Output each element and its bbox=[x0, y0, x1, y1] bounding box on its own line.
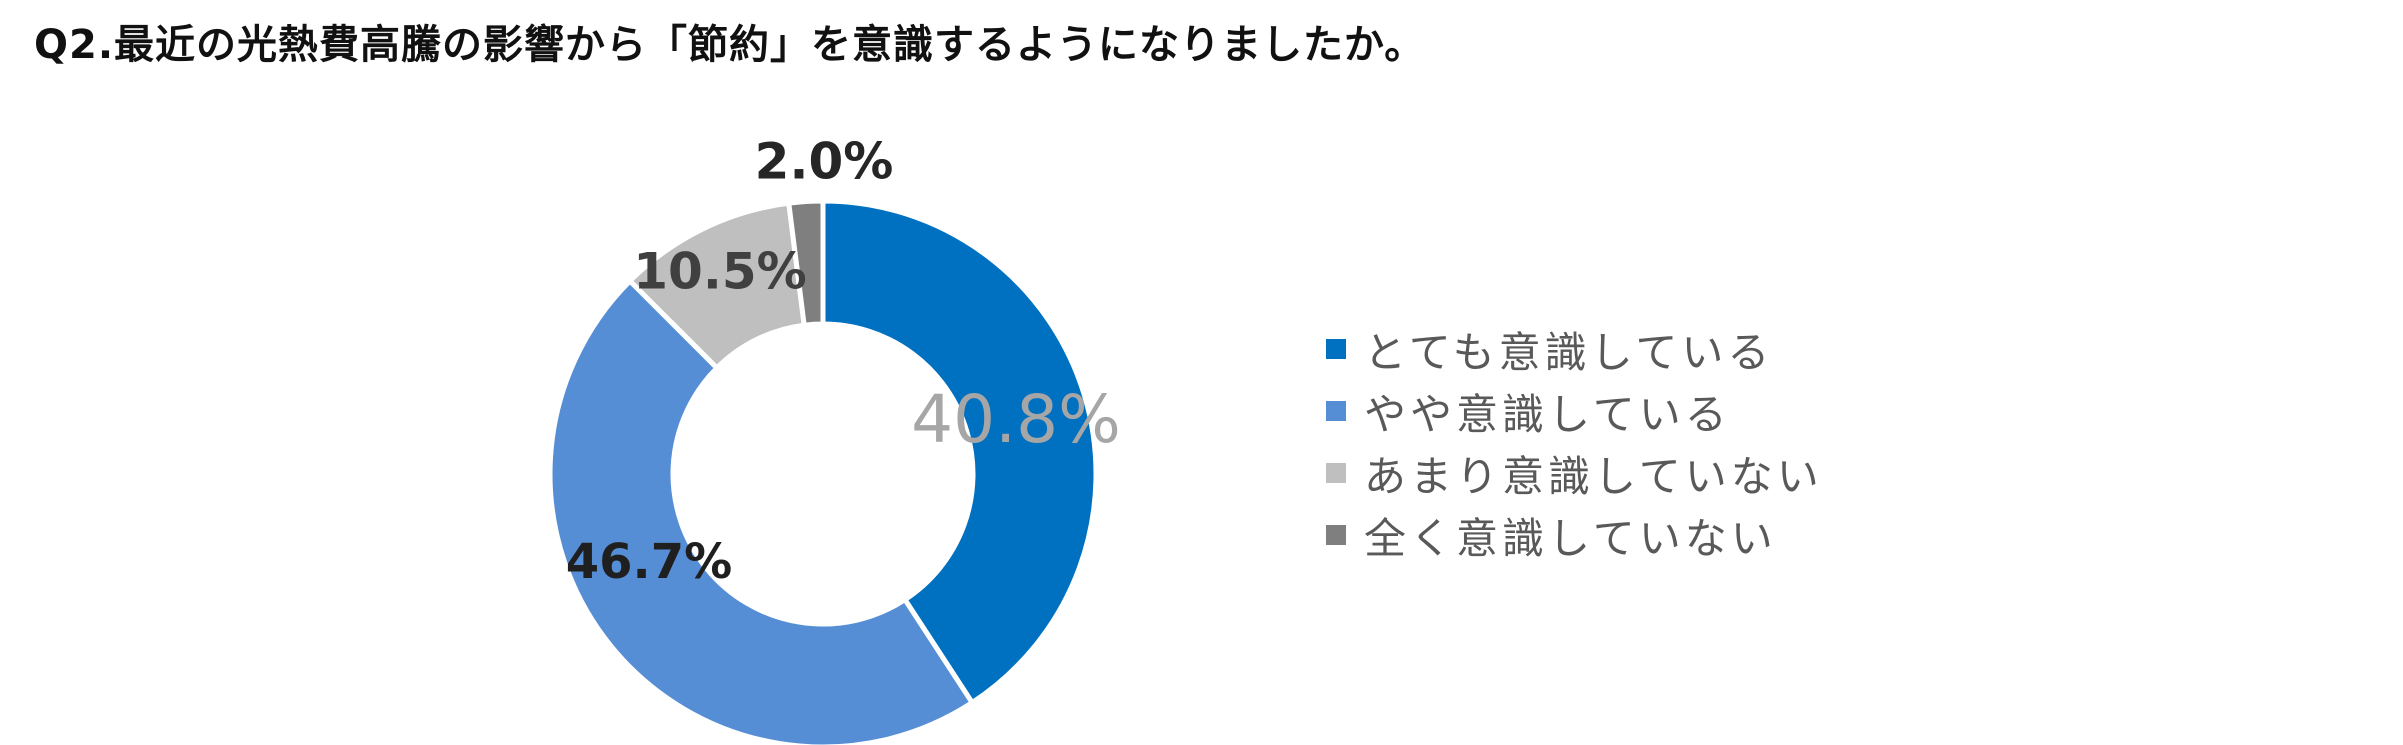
legend-item-2: やや意識している bbox=[1326, 380, 1823, 442]
data-label-1: 40.8% bbox=[911, 381, 1121, 458]
chart-legend: とても意識している やや意識している あまり意識していない 全く意識していない bbox=[1326, 318, 1823, 566]
legend-swatch-4 bbox=[1326, 525, 1346, 545]
data-label-3: 10.5% bbox=[633, 243, 806, 301]
legend-label-2: やや意識している bbox=[1364, 389, 1731, 439]
legend-item-1: とても意識している bbox=[1326, 318, 1823, 380]
legend-item-3: あまり意識していない bbox=[1326, 442, 1823, 504]
donut-slices bbox=[547, 198, 1099, 745]
donut-slice-4 bbox=[785, 198, 826, 328]
data-label-4: 2.0% bbox=[755, 133, 894, 191]
legend-label-3: あまり意識していない bbox=[1364, 451, 1823, 501]
legend-label-4: 全く意識していない bbox=[1364, 513, 1777, 563]
data-label-2: 46.7% bbox=[566, 534, 733, 590]
legend-swatch-3 bbox=[1326, 463, 1346, 483]
legend-item-4: 全く意識していない bbox=[1326, 504, 1823, 566]
donut-slice-2 bbox=[547, 277, 976, 745]
legend-swatch-2 bbox=[1326, 401, 1346, 421]
data-labels: 40.8% 46.7% 10.5% 2.0% bbox=[566, 133, 1121, 591]
legend-swatch-1 bbox=[1326, 339, 1346, 359]
donut-slice-1 bbox=[820, 198, 1099, 707]
legend-label-1: とても意識している bbox=[1364, 327, 1774, 377]
chart-title: Q2.最近の光熱費高騰の影響から「節約」を意識するようになりましたか。 bbox=[34, 22, 1426, 68]
